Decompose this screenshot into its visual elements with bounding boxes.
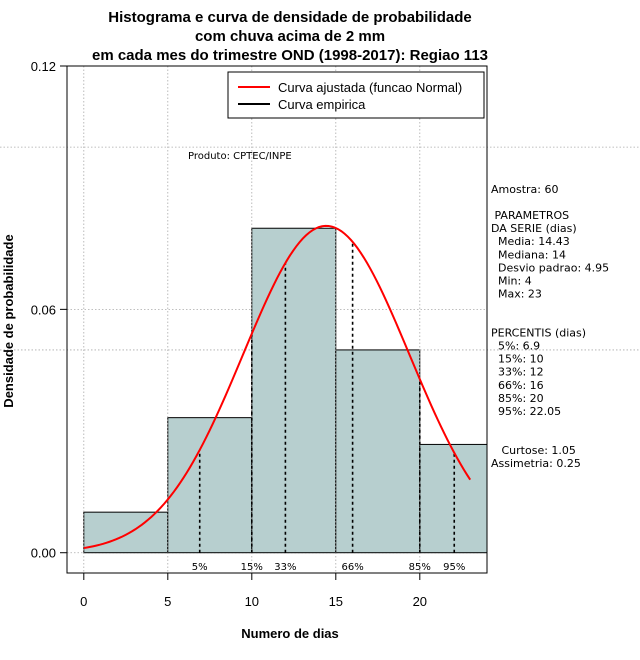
side-line-16: 85%: 20 — [491, 392, 544, 405]
title-line-2: em cada mes do trimestre OND (1998-2017)… — [92, 47, 488, 64]
product-annotation: Produto: CPTEC/INPE — [188, 151, 292, 162]
side-line-7: Min: 4 — [491, 274, 532, 287]
side-line-17: 95%: 22.05 — [491, 405, 561, 418]
y-tick-label-1: 0.06 — [31, 302, 56, 317]
percentile-label-3: 66% — [341, 562, 363, 573]
side-line-20: Curtose: 1.05 — [491, 444, 576, 457]
side-line-11: PERCENTIS (dias) — [491, 327, 586, 340]
percentile-label-5: 95% — [443, 562, 465, 573]
x-tick-label-0: 0 — [80, 594, 87, 609]
y-tick-label-2: 0.12 — [31, 59, 56, 74]
side-line-15: 66%: 16 — [491, 379, 544, 392]
histogram-bar-3 — [335, 349, 421, 554]
legend-label-0: Curva ajustada (funcao Normal) — [278, 80, 462, 95]
side-line-12: 5%: 6.9 — [491, 340, 540, 353]
chart-title: Histograma e curva de densidade de proba… — [92, 9, 488, 64]
histogram-bar-2 — [251, 227, 337, 554]
side-line-13: 15%: 10 — [491, 353, 544, 366]
vertical-grid — [83, 66, 421, 573]
side-line-6: Desvio padrao: 4.95 — [491, 261, 609, 274]
x-tick-label-1: 5 — [164, 594, 171, 609]
normal-fit-curve — [83, 224, 472, 550]
percentile-label-4: 85% — [409, 562, 431, 573]
legend: Curva ajustada (funcao Normal) Curva empi… — [227, 71, 485, 119]
side-line-3: DA SERIE (dias) — [491, 222, 577, 235]
side-line-2: PARAMETROS — [491, 209, 569, 222]
axes: 0 5 10 15 20 0.00 0.06 0.12 — [31, 59, 488, 609]
legend-box — [227, 71, 485, 119]
legend-label-1: Curva empirica — [278, 97, 366, 112]
side-line-8: Max: 23 — [491, 287, 542, 300]
histogram-bar-4 — [419, 443, 488, 554]
side-line-14: 33%: 12 — [491, 366, 544, 379]
percentile-label-2: 33% — [274, 562, 296, 573]
x-axis-label: Numero de dias — [241, 626, 339, 641]
fit-curve-path — [83, 224, 472, 550]
side-line-21: Assimetria: 0.25 — [491, 457, 581, 470]
y-axis-label: Densidade de probabilidade — [1, 234, 16, 407]
x-tick-label-2: 10 — [245, 594, 259, 609]
side-line-5: Mediana: 14 — [491, 248, 566, 261]
side-line-0: Amostra: 60 — [491, 183, 558, 196]
side-line-4: Media: 14.43 — [491, 235, 570, 248]
percentile-label-1: 15% — [241, 562, 263, 573]
percentile-label-0: 5% — [192, 562, 208, 573]
percentile-lines — [198, 241, 456, 553]
title-line-0: Histograma e curva de densidade de proba… — [108, 9, 471, 26]
title-line-1: com chuva acima de 2 mm — [195, 28, 385, 45]
x-tick-label-3: 15 — [329, 594, 343, 609]
y-tick-label-0: 0.00 — [31, 546, 56, 561]
histogram-bar-1 — [167, 417, 253, 554]
percentile-labels: 5% 15% 33% 66% 85% 95% — [192, 562, 466, 573]
histogram-bar-0 — [83, 511, 169, 554]
x-tick-label-4: 20 — [413, 594, 427, 609]
